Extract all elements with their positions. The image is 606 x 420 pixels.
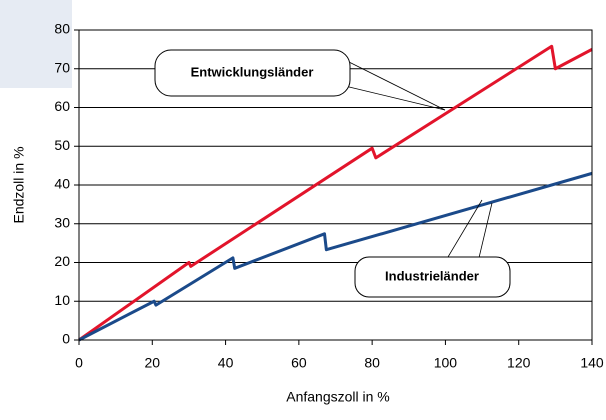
y-tick-label: 70 — [54, 59, 70, 75]
background-panel — [0, 0, 72, 88]
lines — [78, 44, 593, 342]
x-tick-label: 100 — [434, 355, 458, 371]
y-tick-label: 30 — [54, 214, 70, 230]
x-tick-label: 120 — [507, 355, 531, 371]
y-tick-label: 10 — [54, 292, 70, 308]
series-line — [78, 171, 593, 342]
callout-pointer — [444, 199, 483, 263]
callout-box — [354, 256, 511, 298]
x-tick-label: 40 — [218, 355, 234, 371]
callout-box — [154, 49, 351, 97]
callout-pointer — [344, 85, 446, 111]
callout-pointer — [344, 59, 446, 111]
y-tick-label: 80 — [54, 21, 70, 37]
y-tick-label: 20 — [54, 253, 70, 269]
y-tick-label: 60 — [54, 98, 70, 114]
y-tick-label: 50 — [54, 137, 70, 153]
x-tick-label: 140 — [580, 355, 604, 371]
x-axis-label: Anfangszoll in % — [286, 389, 390, 405]
series-label: Entwicklungsländer — [191, 64, 314, 79]
x-tick-label: 80 — [364, 355, 380, 371]
y-tick-label: 40 — [54, 176, 70, 192]
y-axis-label: Endzoll in % — [11, 146, 27, 223]
callout-pointer — [477, 202, 493, 263]
series-line — [78, 44, 593, 342]
y-tick-label: 0 — [62, 331, 70, 347]
x-tick-label: 0 — [75, 355, 83, 371]
series-label: Industrieländer — [385, 268, 479, 283]
x-tick-label: 20 — [144, 355, 160, 371]
x-tick-label: 60 — [291, 355, 307, 371]
